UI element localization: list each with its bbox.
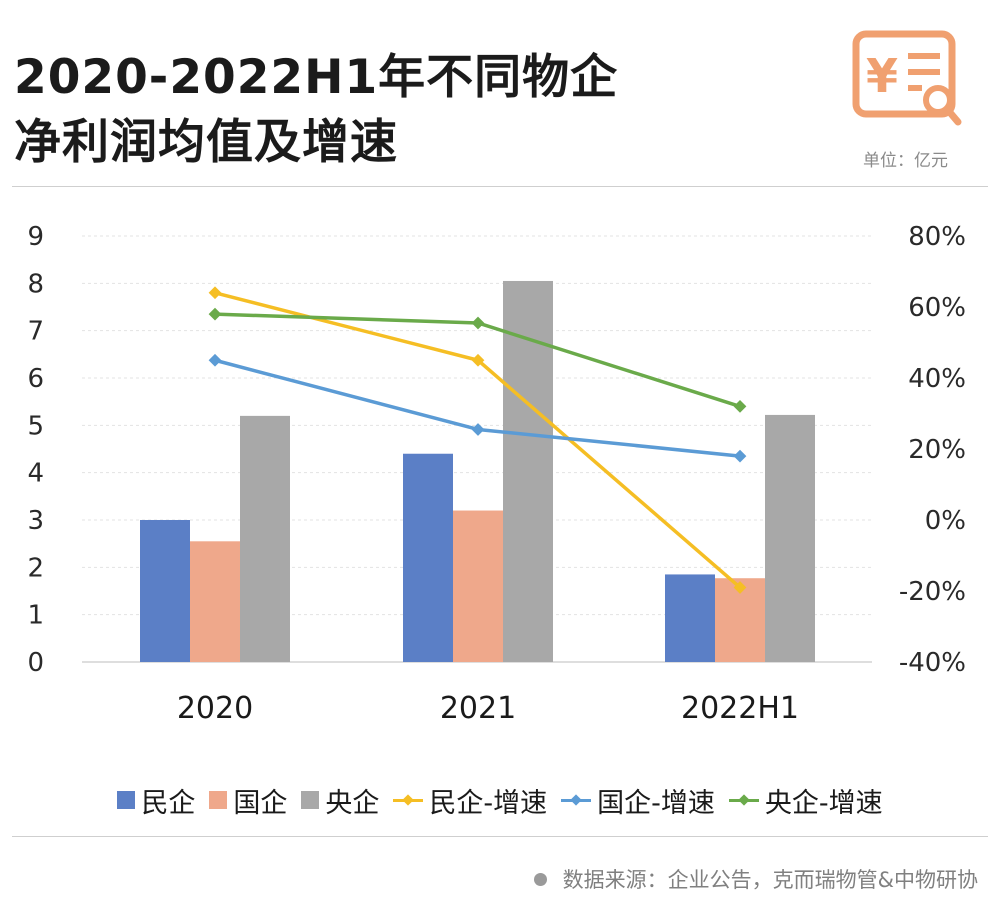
legend-item-central: 央企	[301, 781, 379, 820]
line-state-growth	[214, 358, 741, 458]
y-right-tick-label: 0%	[925, 506, 966, 536]
legend-item-private-growth: 民企-增速	[393, 781, 547, 820]
legend-swatch-state	[209, 791, 228, 809]
y-left-tick-label: 9	[27, 222, 44, 252]
y-right-tick-label: -40%	[899, 648, 966, 678]
y-right-tick-label: 20%	[908, 435, 966, 465]
x-tick-label: 2021	[440, 691, 516, 726]
header-divider	[12, 186, 988, 187]
bullet-dot-icon	[533, 872, 547, 886]
chart-title-line2: 净利润均值及增速	[14, 115, 398, 170]
bar-central-2022H1	[765, 414, 815, 662]
y-right-tick-label: 80%	[908, 222, 966, 252]
y-left-tick-label: 8	[27, 269, 44, 299]
legend-label-state-growth: 国企-增速	[597, 787, 715, 819]
legend-swatch-central	[301, 791, 320, 809]
y-left-tick-label: 7	[27, 317, 44, 347]
legend-label-state: 国企	[233, 787, 288, 819]
svg-text:¥: ¥	[866, 49, 898, 103]
point-private-growth-2021	[471, 353, 485, 367]
legend-label-private: 民企	[141, 787, 196, 819]
source-text: 数据来源：企业公告，克而瑞物管&中物研协	[562, 868, 978, 892]
bar-state-2021	[453, 510, 503, 662]
y-left-tick-label: 6	[27, 364, 44, 394]
y-left-tick-label: 0	[27, 648, 44, 678]
legend-swatch-central-growth	[728, 791, 759, 809]
legend-swatch-private-growth	[393, 791, 424, 809]
source-note: 数据来源：企业公告，克而瑞物管&中物研协	[533, 864, 978, 894]
legend-item-state: 国企	[209, 781, 287, 820]
legend-item-central-growth: 央企-增速	[728, 781, 883, 820]
yuan-receipt-search-icon: ¥	[852, 30, 962, 126]
unit-label: 单位：亿元	[863, 151, 948, 171]
y-right-tick-label: 40%	[908, 364, 966, 394]
legend: 民企 国企 央企 民企-增速 国企-增速 央企-增速	[0, 780, 1000, 820]
bar-central-2020	[240, 415, 290, 662]
point-central-growth-2020	[208, 307, 222, 321]
point-central-growth-2022H1	[733, 400, 747, 413]
growth-lines	[208, 286, 747, 594]
bar-private-2021	[403, 453, 453, 662]
x-tick-label: 2022H1	[681, 691, 799, 726]
legend-label-central: 央企	[325, 787, 380, 819]
point-central-growth-2021	[471, 316, 485, 330]
y-right-tick-label: -20%	[899, 577, 966, 607]
bar-state-2020	[190, 541, 240, 662]
legend-swatch-private	[117, 791, 136, 809]
point-private-growth-2020	[208, 286, 222, 300]
axes: 0 1 2 3 4 5 6 7 8 9 -40% -20% 0% 20% 40% 60% 80% 2020 2021…	[27, 222, 966, 726]
y-right-tick-label: 60%	[908, 293, 966, 323]
y-left-tick-label: 4	[27, 459, 44, 489]
legend-item-state-growth: 国企-增速	[561, 781, 715, 820]
legend-item-private: 民企	[117, 781, 195, 820]
y-left-tick-label: 5	[27, 411, 44, 441]
legend-label-private-growth: 民企-增速	[429, 787, 548, 819]
y-left-tick-label: 1	[27, 601, 44, 631]
bar-private-2022H1	[665, 574, 715, 662]
x-tick-label: 2020	[177, 691, 253, 726]
bars	[140, 280, 815, 662]
combo-chart: 0 1 2 3 4 5 6 7 8 9 -40% -20% 0% 20% 40% 60% 80% 2020 2021…	[27, 222, 966, 726]
footer-divider	[12, 836, 988, 837]
point-state-growth-2022H1	[733, 449, 747, 463]
y-left-tick-label: 2	[27, 553, 44, 583]
bar-private-2020	[140, 520, 190, 662]
point-state-growth-2021	[471, 423, 485, 436]
chart-title-line1: 2020-2022H1年不同物企	[14, 50, 619, 105]
legend-label-central-growth: 央企-增速	[764, 787, 883, 819]
point-state-growth-2020	[208, 353, 222, 367]
y-left-tick-label: 3	[27, 506, 44, 536]
legend-swatch-state-growth	[561, 791, 592, 809]
